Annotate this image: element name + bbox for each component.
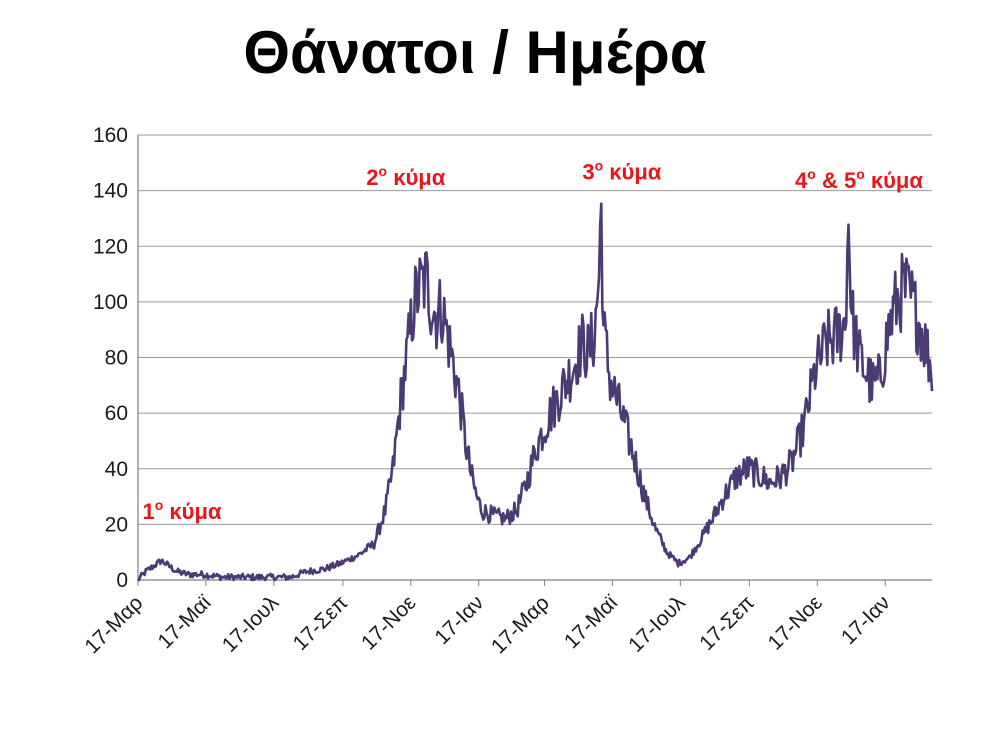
wave-annotation: 3ο κύμα bbox=[582, 158, 661, 185]
y-tick-label: 20 bbox=[105, 513, 128, 536]
y-tick-label: 100 bbox=[93, 291, 128, 314]
x-tick-label: 17-Σεπ bbox=[695, 591, 759, 655]
y-tick-label: 60 bbox=[105, 402, 128, 425]
y-tick-label: 40 bbox=[105, 458, 128, 481]
wave-annotation: 4ο & 5ο κύμα bbox=[795, 166, 923, 193]
grid-lines bbox=[138, 134, 932, 581]
series-layer bbox=[137, 202, 934, 582]
x-tick-label: 17-Ιαν bbox=[430, 591, 488, 649]
y-tick-label: 140 bbox=[93, 180, 128, 203]
chart-title: Θάνατοι / Ημέρα bbox=[243, 19, 707, 86]
y-tick-label: 0 bbox=[116, 569, 128, 592]
x-tick-label: 17-Νοε bbox=[764, 591, 827, 654]
y-tick-label: 160 bbox=[93, 124, 128, 147]
x-tick-label: 17-Μαϊ bbox=[560, 590, 623, 653]
y-tick-labels: 0 20 40 60 80 100 120 140 160 bbox=[93, 124, 128, 592]
axes bbox=[137, 135, 932, 586]
x-tick-label: 17-Ιουλ bbox=[624, 591, 690, 657]
wave-annotation: 1ο κύμα bbox=[142, 497, 221, 524]
x-tick-label: 17-Ιουλ bbox=[218, 591, 284, 657]
x-tick-label: 17-Νοε bbox=[357, 591, 420, 654]
wave-annotations: 1ο κύμα 2ο κύμα 3ο κύμα 4ο & 5ο κύμα bbox=[142, 158, 923, 524]
x-tick-label: 17-Μαϊ bbox=[153, 590, 216, 653]
y-tick-label: 80 bbox=[105, 347, 128, 370]
x-tick-label: 17-Μαρ bbox=[80, 591, 147, 658]
y-tick-label: 120 bbox=[93, 235, 128, 258]
x-tick-label: 17-Ιαν bbox=[837, 591, 895, 649]
x-tick-labels: 17-Μαρ 17-Μαϊ 17-Ιουλ 17-Σεπ 17-Νοε 17-Ιαν17-… bbox=[80, 590, 894, 658]
x-tick-label: 17-Σεπ bbox=[289, 591, 353, 655]
wave-annotation: 2ο κύμα bbox=[366, 163, 445, 190]
series-line bbox=[137, 202, 934, 582]
x-tick-label: 17-Μαρ bbox=[487, 591, 554, 658]
